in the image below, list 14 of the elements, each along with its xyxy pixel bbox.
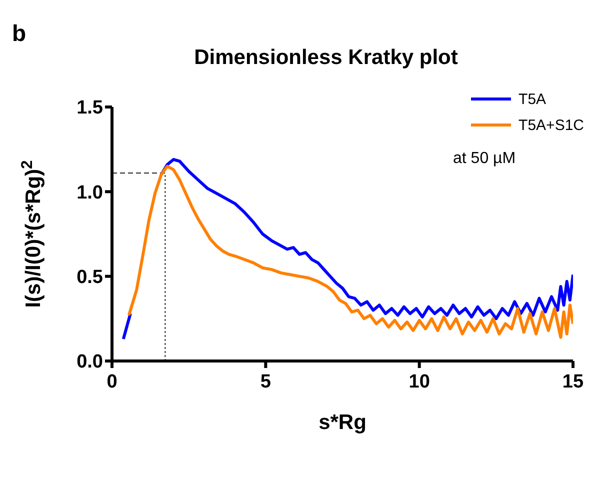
text: b <box>12 20 26 47</box>
legend-label: T5A+S1C <box>518 116 584 134</box>
y-tick-label: 0.0 <box>76 352 103 373</box>
x-tick-label: 10 <box>408 371 430 392</box>
legend-label: T5A <box>518 90 546 108</box>
x-tick-label: 15 <box>562 371 584 392</box>
y-tick-label: 0.5 <box>76 267 104 288</box>
chart-title: Dimensionless Kratky plot <box>193 46 459 70</box>
annotation: at 50 µM <box>453 150 516 168</box>
y-tick-label: 1.5 <box>76 98 104 119</box>
x-axis-title: s*Rg <box>318 411 366 434</box>
x-tick-label: 5 <box>260 371 272 392</box>
y-tick-label: 1.0 <box>76 182 103 204</box>
x-tick-label: 0 <box>106 371 118 392</box>
